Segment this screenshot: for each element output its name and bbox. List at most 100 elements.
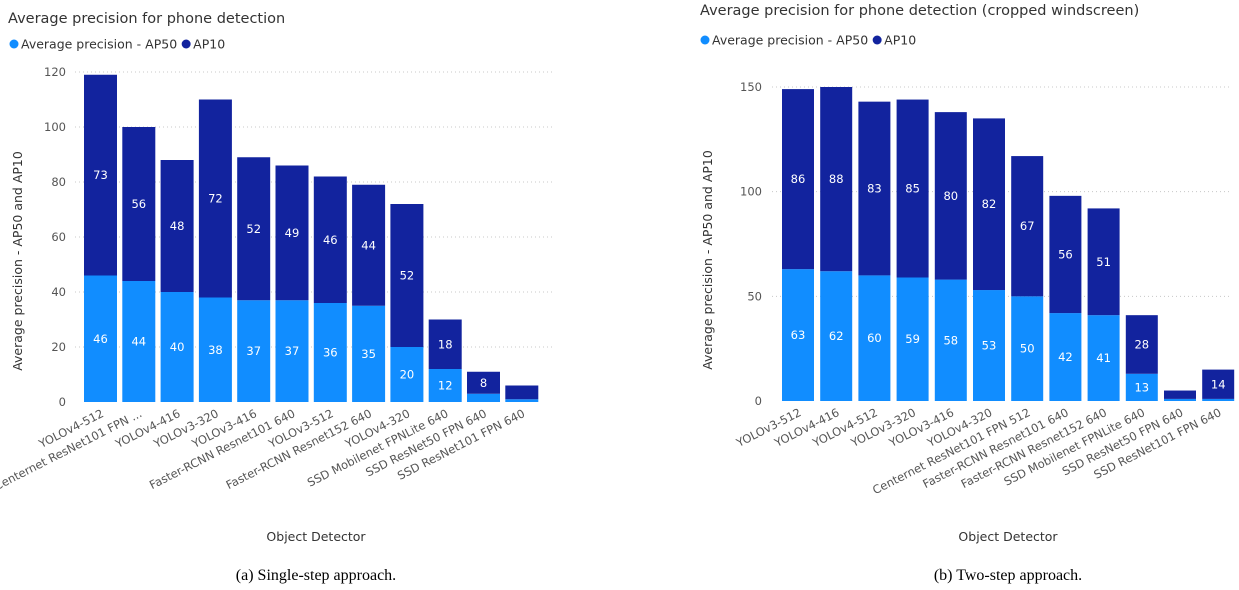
legend-ap10-marker [181, 39, 191, 49]
chart-a-title: Average precision for phone detection [8, 11, 285, 27]
bar-ap50 [973, 290, 1005, 401]
y-tick-label: 20 [51, 340, 66, 354]
chart-a-x-axis-title: Object Detector [266, 529, 366, 544]
bar-ap10 [1087, 208, 1120, 316]
data-label-ap50: 58 [943, 333, 958, 347]
y-tick-label: 0 [59, 395, 66, 409]
chart-b-caption: (b) Two-step approach. [934, 567, 1082, 584]
y-tick-label: 80 [51, 175, 66, 189]
y-tick-label: 0 [755, 394, 762, 408]
data-label-ap10: 28 [1134, 337, 1149, 351]
bar-ap50 [820, 271, 853, 401]
data-label-ap50: 41 [1096, 351, 1111, 365]
bar-ap10 [237, 157, 271, 301]
bar-ap10 [1125, 315, 1158, 374]
data-label-ap10: 51 [1096, 255, 1111, 269]
data-label-ap50: 60 [867, 331, 882, 345]
y-tick-label: 150 [740, 80, 762, 94]
bar-ap50 [1087, 315, 1120, 401]
legend-ap10-marker [872, 35, 882, 45]
bar-ap50 [1011, 296, 1044, 401]
bar-ap50 [896, 277, 929, 401]
data-label-ap10: 80 [943, 189, 958, 203]
bar-ap10 [896, 99, 929, 278]
data-label-ap50: 46 [93, 332, 108, 346]
data-label-ap10: 85 [905, 182, 920, 196]
legend-ap10-label: AP10 [884, 33, 916, 48]
bar-ap10 [313, 176, 347, 303]
bar-ap50 [505, 399, 539, 402]
data-label-ap50: 40 [170, 340, 185, 354]
data-label-ap10: 56 [131, 197, 146, 211]
bar-ap50 [1202, 398, 1235, 401]
data-label-ap10: 72 [208, 192, 223, 206]
data-label-ap50: 37 [246, 344, 261, 358]
bar-ap50 [1164, 398, 1196, 401]
data-label-ap50: 42 [1058, 350, 1073, 364]
bar-ap10 [198, 99, 232, 298]
bar-ap10 [352, 184, 386, 306]
bar-ap50 [858, 275, 891, 401]
bar-ap50 [934, 279, 967, 401]
data-label-ap50: 13 [1134, 380, 1149, 394]
chart-a-y-ticks: 0 20 40 60 80 100 120 [44, 65, 66, 409]
chart-a: Average precision for phone detection Av… [0, 11, 552, 584]
data-label-ap10: 48 [170, 219, 185, 233]
data-label-ap10: 8 [480, 376, 487, 390]
data-label-ap10: 83 [867, 182, 882, 196]
bar-ap10 [1164, 390, 1196, 399]
bar-ap10 [973, 118, 1005, 291]
bar-ap50 [160, 292, 194, 402]
bar-ap50 [467, 393, 500, 402]
data-label-ap50: 12 [438, 379, 453, 393]
bar-ap10 [820, 87, 853, 272]
bar-ap50 [782, 269, 814, 401]
legend-ap10-label: AP10 [193, 37, 225, 52]
y-tick-label: 60 [51, 230, 66, 244]
data-label-ap50: 63 [791, 328, 806, 342]
data-label-ap10: 49 [285, 226, 300, 240]
data-label-ap10: 52 [400, 269, 415, 283]
bar-ap10 [1049, 195, 1082, 314]
chart-a-bars: 46 73 44 56 40 48 38 72 37 52 37 49 36 46 35 44 20 52 12 18… [84, 74, 539, 402]
data-label-ap10: 14 [1211, 377, 1226, 391]
legend-ap50-marker [9, 39, 19, 49]
y-tick-label: 50 [747, 289, 762, 303]
bar-ap50 [313, 303, 347, 402]
chart-b: Average precision for phone detection (c… [700, 3, 1235, 584]
data-label-ap10: 18 [438, 337, 453, 351]
bar-ap10 [1011, 156, 1044, 297]
chart-a-y-axis-title: Average precision - AP50 and AP10 [10, 151, 25, 371]
legend-ap50-marker [700, 35, 710, 45]
bar-ap50 [198, 297, 232, 402]
bar-ap10 [428, 319, 462, 369]
data-label-ap50: 59 [905, 332, 920, 346]
data-label-ap50: 53 [982, 339, 997, 353]
y-tick-label: 120 [44, 65, 66, 79]
data-label-ap50: 37 [285, 344, 300, 358]
bar-ap10 [505, 385, 539, 400]
bar-ap10 [1202, 369, 1235, 399]
chart-a-caption: (a) Single-step approach. [236, 567, 396, 584]
data-label-ap10: 52 [246, 222, 261, 236]
data-label-ap50: 36 [323, 346, 338, 360]
chart-b-bars: 63 86 62 88 60 83 59 85 58 80 53 82 50 67 42 56 41 51 13 28… [782, 87, 1235, 401]
data-label-ap10: 73 [93, 168, 108, 182]
legend-ap50-label: Average precision - AP50 [712, 33, 868, 48]
data-label-ap10: 88 [829, 172, 844, 186]
bar-ap50 [1049, 313, 1082, 401]
bar-ap10 [782, 89, 814, 270]
bar-ap10 [390, 204, 424, 347]
bar-ap10 [160, 160, 194, 292]
chart-b-x-axis-title: Object Detector [958, 529, 1058, 544]
y-tick-label: 100 [44, 120, 66, 134]
data-label-ap50: 44 [131, 335, 146, 349]
bar-ap50 [275, 300, 309, 402]
y-tick-label: 100 [740, 185, 762, 199]
bar-ap50 [352, 305, 386, 402]
chart-b-y-axis-title: Average precision - AP50 and AP10 [700, 150, 715, 370]
bar-ap50 [237, 300, 271, 402]
data-label-ap10: 44 [361, 238, 376, 252]
bar-ap10 [275, 165, 309, 301]
